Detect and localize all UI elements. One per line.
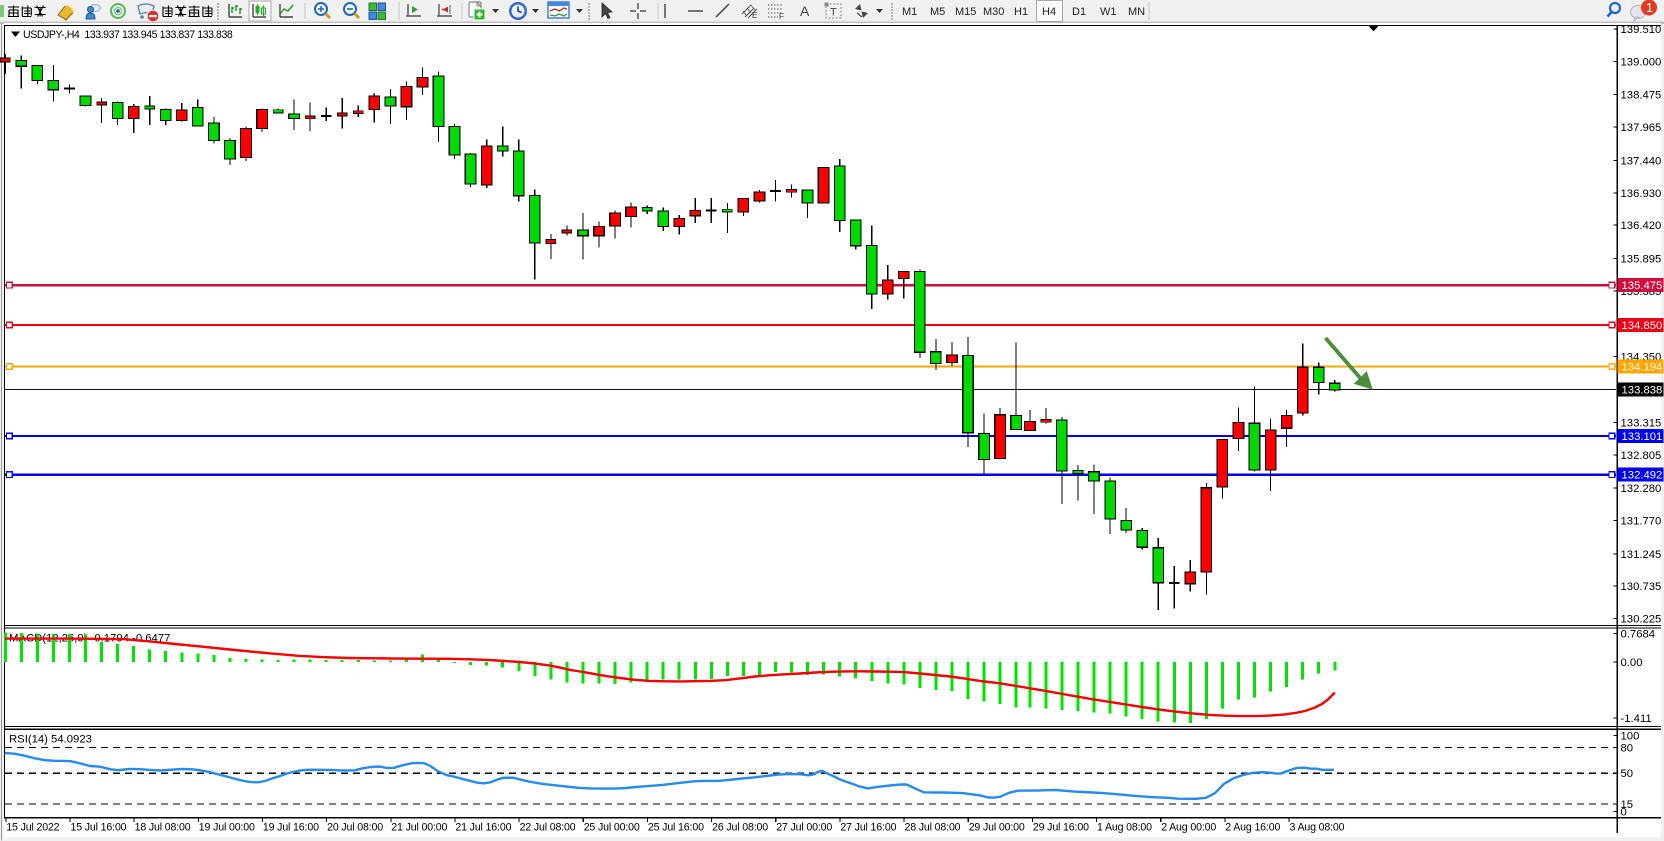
svg-text:131.245: 131.245 — [1621, 549, 1662, 561]
svg-text:2 Aug 00:00: 2 Aug 00:00 — [1161, 822, 1216, 834]
svg-text:135.895: 135.895 — [1621, 254, 1662, 266]
svg-text:133.838: 133.838 — [1622, 384, 1663, 396]
svg-text:3 Aug 08:00: 3 Aug 08:00 — [1290, 822, 1345, 834]
svg-text:29 Jul 00:00: 29 Jul 00:00 — [969, 822, 1025, 834]
svg-text:W1: W1 — [1100, 6, 1117, 18]
svg-text:RSI(14) 54.0923: RSI(14) 54.0923 — [9, 734, 92, 746]
svg-text:1 Aug 08:00: 1 Aug 08:00 — [1097, 822, 1152, 834]
svg-text:-1.411: -1.411 — [1621, 713, 1652, 725]
svg-text:0.7684: 0.7684 — [1621, 629, 1656, 641]
svg-text:136.930: 136.930 — [1621, 188, 1662, 200]
svg-text:139.000: 139.000 — [1621, 56, 1662, 68]
svg-text:80: 80 — [1621, 742, 1634, 754]
svg-text:133.101: 133.101 — [1622, 431, 1663, 443]
svg-text:19 Jul 16:00: 19 Jul 16:00 — [263, 822, 319, 834]
svg-text:135.475: 135.475 — [1622, 280, 1663, 292]
svg-text:0: 0 — [1621, 807, 1627, 819]
svg-text:H4: H4 — [1042, 6, 1056, 18]
svg-text:15 Jul 2022: 15 Jul 2022 — [6, 822, 59, 834]
svg-text:130.735: 130.735 — [1621, 581, 1662, 593]
svg-text:132.280: 132.280 — [1621, 483, 1662, 495]
svg-text:D1: D1 — [1072, 6, 1086, 18]
svg-text:M15: M15 — [955, 6, 976, 18]
svg-text:18 Jul 08:00: 18 Jul 08:00 — [135, 822, 191, 834]
svg-text:130.225: 130.225 — [1621, 614, 1662, 626]
svg-text:15 Jul 16:00: 15 Jul 16:00 — [71, 822, 127, 834]
svg-text:E: E — [752, 11, 757, 20]
svg-text:132.805: 132.805 — [1621, 450, 1662, 462]
svg-text:USDJPY-,H4 133.937 133.945 13: USDJPY-,H4 133.937 133.945 133.837 133.8… — [23, 29, 233, 41]
svg-text:1: 1 — [1646, 1, 1653, 15]
svg-text:25 Jul 16:00: 25 Jul 16:00 — [648, 822, 704, 834]
svg-text:100: 100 — [1621, 731, 1640, 743]
svg-text:132.492: 132.492 — [1622, 470, 1663, 482]
svg-text:50: 50 — [1621, 768, 1634, 780]
svg-text:134.194: 134.194 — [1622, 362, 1663, 374]
svg-text:15: 15 — [1621, 799, 1634, 811]
svg-text:25 Jul 00:00: 25 Jul 00:00 — [584, 822, 640, 834]
svg-text:131.770: 131.770 — [1621, 516, 1662, 528]
svg-text:19 Jul 00:00: 19 Jul 00:00 — [199, 822, 255, 834]
svg-text:22 Jul 08:00: 22 Jul 08:00 — [520, 822, 576, 834]
svg-text:21 Jul 16:00: 21 Jul 16:00 — [455, 822, 511, 834]
svg-text:27 Jul 16:00: 27 Jul 16:00 — [840, 822, 896, 834]
svg-text:MN: MN — [1128, 6, 1145, 18]
svg-text:0.00: 0.00 — [1621, 657, 1643, 669]
svg-text:29 Jul 16:00: 29 Jul 16:00 — [1033, 822, 1089, 834]
svg-text:M5: M5 — [930, 6, 945, 18]
svg-text:A: A — [800, 3, 810, 19]
svg-text:2 Aug 16:00: 2 Aug 16:00 — [1225, 822, 1280, 834]
svg-text:137.965: 137.965 — [1621, 122, 1662, 134]
svg-text:26 Jul 08:00: 26 Jul 08:00 — [712, 822, 768, 834]
svg-text:27 Jul 00:00: 27 Jul 00:00 — [776, 822, 832, 834]
svg-text:28 Jul 08:00: 28 Jul 08:00 — [905, 822, 961, 834]
svg-text:134.850: 134.850 — [1622, 320, 1663, 332]
svg-text:T: T — [830, 7, 837, 19]
svg-text:138.475: 138.475 — [1621, 90, 1662, 102]
svg-text:M30: M30 — [983, 6, 1004, 18]
svg-text:20 Jul 08:00: 20 Jul 08:00 — [327, 822, 383, 834]
svg-text:136.420: 136.420 — [1621, 220, 1662, 232]
svg-text:M1: M1 — [902, 6, 917, 18]
svg-text:137.440: 137.440 — [1621, 155, 1662, 167]
svg-text:H1: H1 — [1014, 6, 1028, 18]
svg-text:133.315: 133.315 — [1621, 417, 1662, 429]
svg-text:139.510: 139.510 — [1621, 24, 1662, 36]
svg-text:F: F — [779, 12, 784, 21]
svg-text:21 Jul 00:00: 21 Jul 00:00 — [391, 822, 447, 834]
